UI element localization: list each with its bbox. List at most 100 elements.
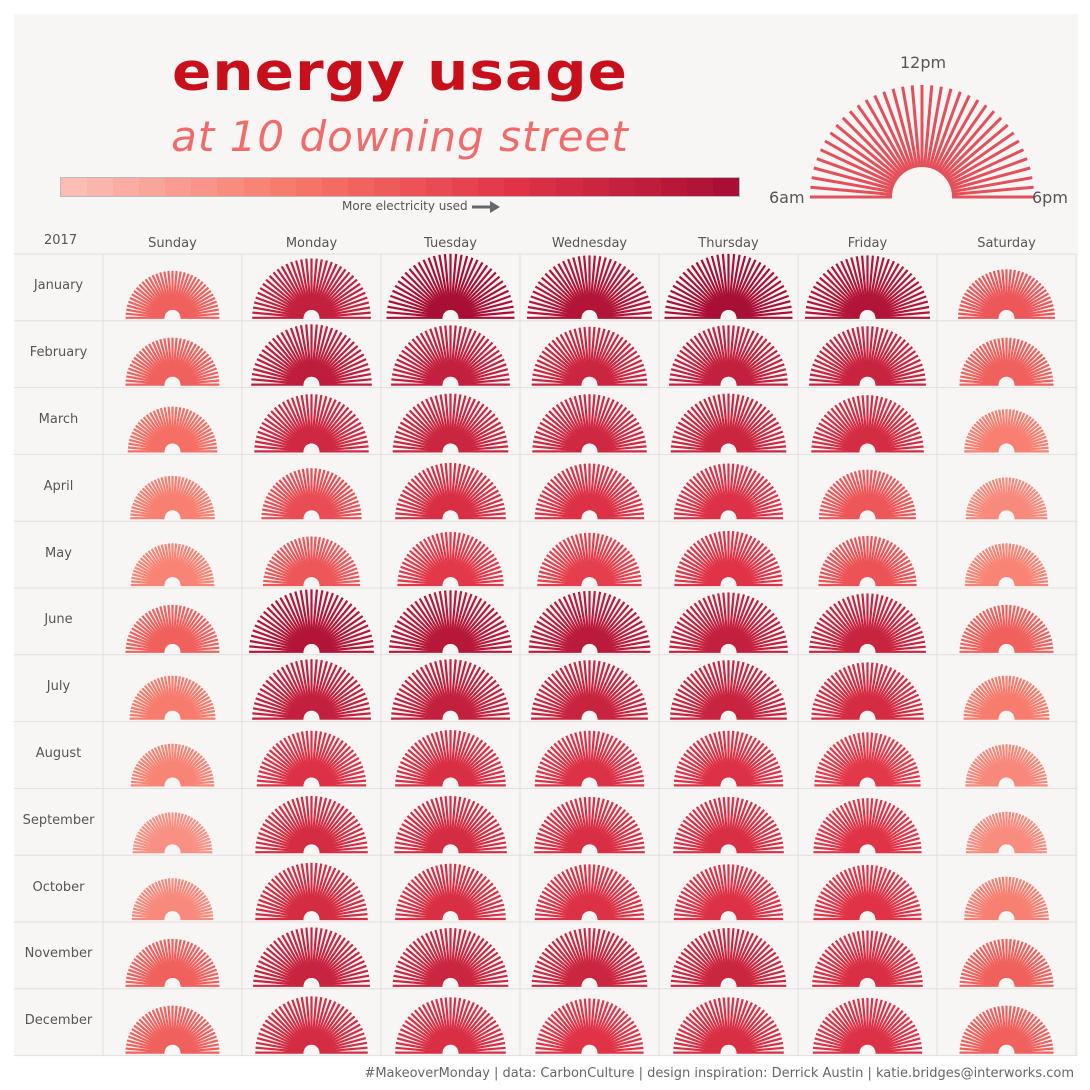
fan-ray (164, 476, 173, 511)
fan-ray (589, 532, 596, 578)
fan-ray (814, 841, 860, 852)
fan-ray (141, 615, 169, 647)
fan-ray (297, 469, 311, 511)
fan-ray (313, 999, 332, 1046)
fan-ray (173, 1006, 186, 1046)
fan-ray (164, 543, 173, 578)
fan-ray (596, 295, 649, 317)
fan-ray (1014, 914, 1049, 920)
fan-ray (172, 604, 178, 644)
fan-ray (728, 326, 740, 377)
fan-ray (317, 417, 359, 448)
fan-ray (820, 504, 861, 518)
fan-ray (252, 629, 305, 651)
fan-ray (832, 549, 863, 581)
fan-ray (133, 904, 166, 918)
fan-ray (269, 943, 307, 981)
fan-ray (735, 702, 786, 718)
fan-ray (673, 964, 722, 985)
day-fan-cell (812, 997, 923, 1054)
fan-ray (849, 472, 866, 512)
fan-ray (450, 659, 457, 711)
fan-ray (730, 466, 749, 512)
fan-ray (700, 737, 726, 780)
fan-ray (453, 400, 481, 446)
fan-ray (847, 801, 866, 846)
fan-ray (868, 866, 883, 912)
fan-ray (318, 367, 370, 384)
fan-ray (146, 682, 169, 713)
fan-ray (1009, 881, 1029, 913)
fan-ray (569, 466, 588, 512)
fan-ray (439, 997, 451, 1045)
day-fan-cell (669, 325, 788, 386)
fan-ray (722, 730, 729, 778)
fan-ray (870, 263, 900, 312)
fan-ray (175, 610, 197, 646)
fan-ray (680, 1023, 723, 1050)
fan-ray (138, 894, 167, 916)
day-fan-cell (814, 732, 921, 787)
fan-ray (316, 552, 350, 581)
fan-ray (940, 110, 996, 175)
clock-legend (810, 85, 1034, 199)
fan-ray (700, 259, 727, 311)
fan-ray (455, 271, 497, 313)
fan-ray (855, 256, 868, 311)
fan-ray (426, 1002, 449, 1046)
fan-ray (179, 566, 211, 583)
fan-ray (589, 998, 596, 1045)
fan-ray (401, 683, 445, 715)
fan-ray (1006, 1006, 1016, 1045)
fan-ray (692, 742, 725, 781)
fan-ray (530, 634, 583, 651)
fan-ray (541, 350, 584, 381)
fan-ray (873, 354, 919, 382)
fan-ray (730, 735, 753, 779)
fan-ray (317, 559, 355, 582)
fan-ray (875, 841, 921, 852)
fan-ray (735, 960, 782, 984)
fan-ray (535, 774, 582, 786)
fan-ray (967, 840, 1000, 852)
fan-ray (252, 712, 304, 719)
fan-ray (314, 934, 342, 980)
fan-ray (832, 483, 863, 514)
fan-ray (266, 413, 307, 448)
fan-ray (128, 968, 166, 985)
fan-ray (874, 899, 919, 918)
fan-ray (543, 680, 585, 715)
color-legend-bar (60, 177, 740, 197)
fan-ray (456, 557, 498, 582)
fan-ray (1008, 607, 1024, 645)
fan-ray (430, 866, 449, 912)
fan-ray (998, 543, 1007, 578)
fan-ray (398, 498, 444, 517)
fan-ray (874, 500, 914, 517)
fan-ray (591, 663, 611, 712)
fan-ray (313, 592, 334, 645)
day-fan-cell (959, 604, 1054, 653)
fan-ray (179, 1039, 219, 1052)
fan-ray (850, 257, 867, 311)
fan-ray (732, 742, 765, 781)
fan-ray (175, 343, 197, 379)
fan-ray (265, 278, 307, 314)
fan-ray (947, 139, 1020, 184)
fan-ray (730, 597, 755, 645)
fan-ray (835, 123, 900, 179)
fan-ray (133, 844, 165, 852)
fan-ray (312, 732, 327, 778)
fan-ray (253, 979, 304, 987)
fan-ray (300, 731, 312, 778)
fan-ray (997, 676, 1007, 711)
fan-ray (315, 808, 349, 847)
fan-ray (815, 775, 860, 786)
fan-ray (174, 941, 190, 979)
fan-ray (735, 827, 780, 850)
fan-ray (1014, 513, 1048, 519)
fan-ray (872, 414, 912, 448)
fan-ray (180, 1043, 219, 1053)
fan-ray (730, 931, 750, 979)
day-fan-cell (966, 811, 1047, 854)
